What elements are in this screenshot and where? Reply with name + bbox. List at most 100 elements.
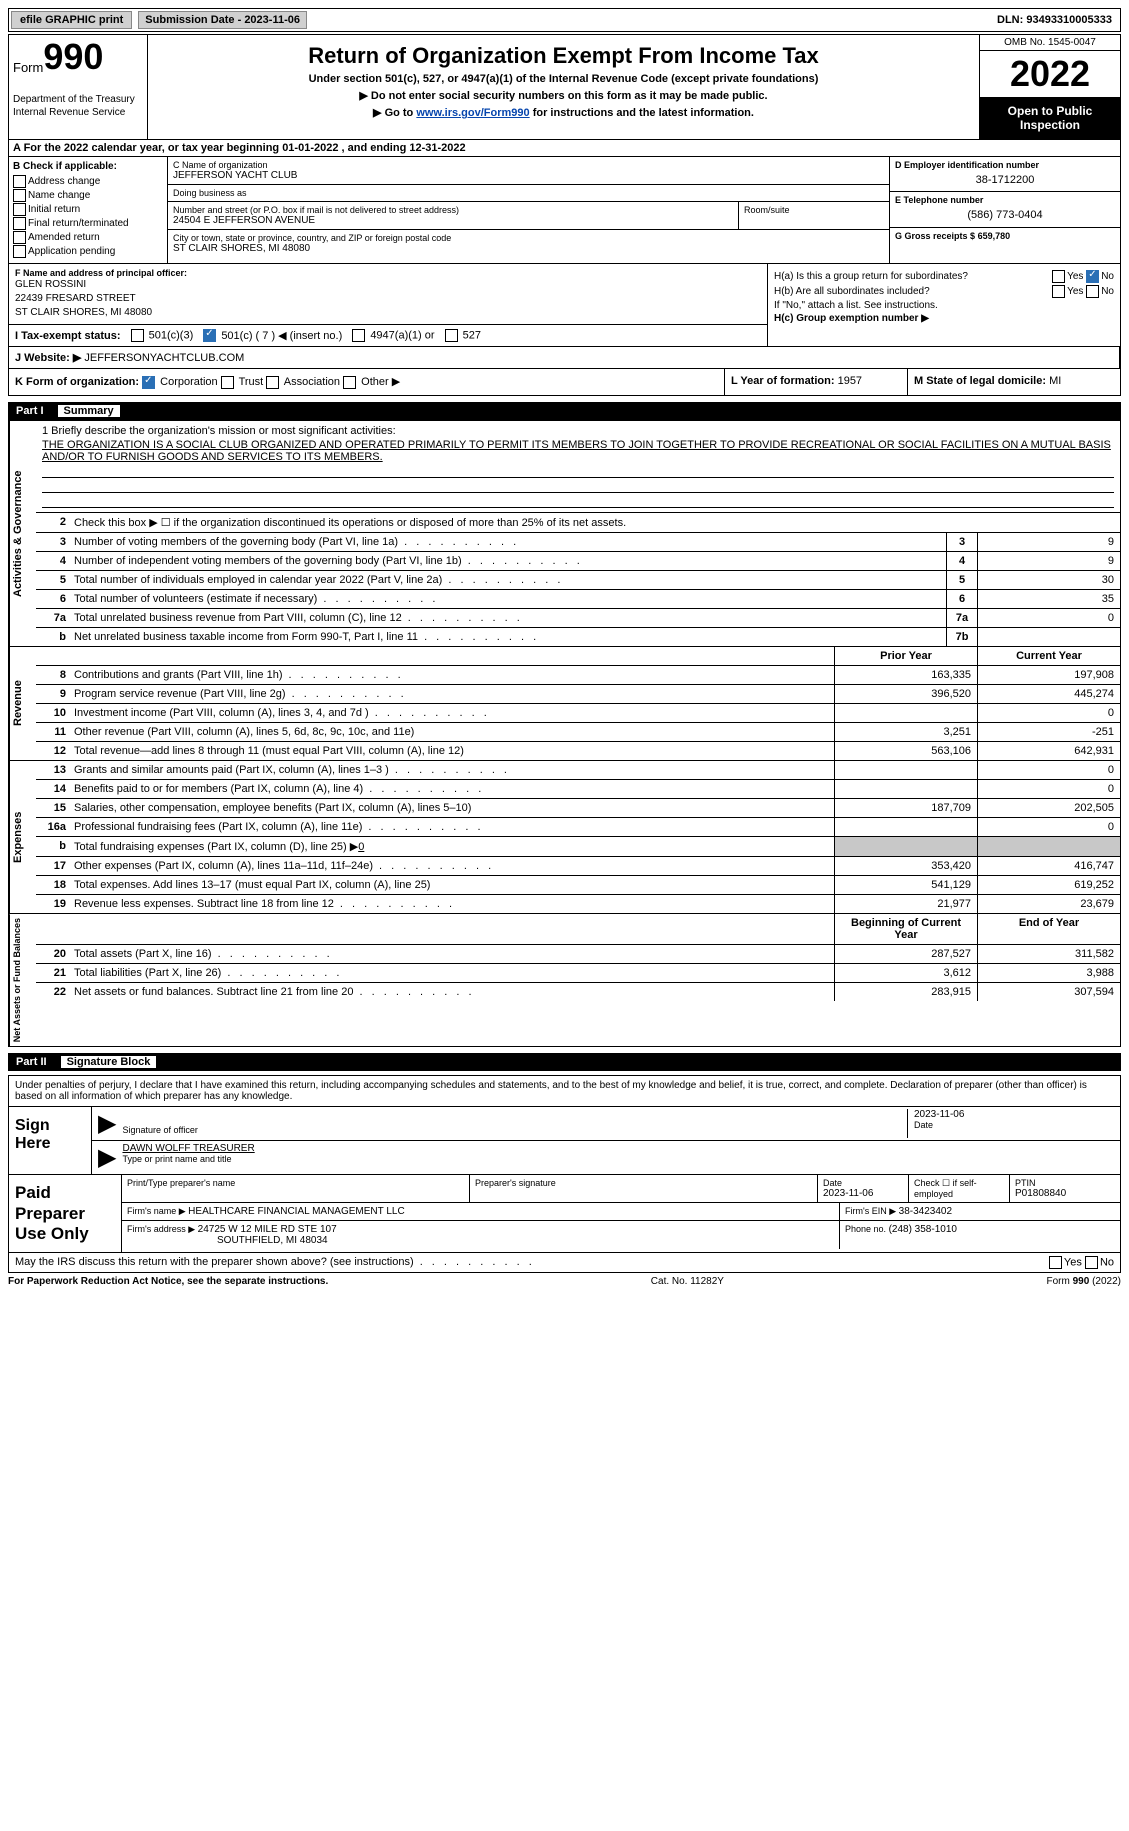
chk-amended-return[interactable]: Amended return — [13, 231, 163, 244]
org-name: JEFFERSON YACHT CLUB — [173, 170, 884, 181]
firm-ein-label: Firm's EIN ▶ — [845, 1206, 896, 1216]
irs-link[interactable]: www.irs.gov/Form990 — [416, 107, 529, 119]
chk-4947[interactable]: 4947(a)(1) or — [352, 329, 434, 342]
val-5: 30 — [977, 571, 1120, 589]
line-22: Net assets or fund balances. Subtract li… — [70, 983, 834, 1001]
submission-date: Submission Date - 2023-11-06 — [138, 11, 307, 29]
prep-date-label: Date — [823, 1178, 842, 1188]
discuss-yesno[interactable]: Yes No — [1049, 1256, 1114, 1269]
sidelabel-netassets: Net Assets or Fund Balances — [9, 914, 36, 1046]
line-7a: Total unrelated business revenue from Pa… — [70, 609, 946, 627]
prep-name-label: Print/Type preparer's name — [127, 1178, 235, 1188]
form-subtitle-2: ▶ Do not enter social security numbers o… — [156, 89, 971, 102]
gross-receipts-value: 659,780 — [978, 231, 1011, 241]
officer-print-name: DAWN WOLFF TREASURER — [122, 1143, 254, 1154]
line-7b: Net unrelated business taxable income fr… — [70, 628, 946, 646]
col-h-group: H(a) Is this a group return for subordin… — [768, 264, 1120, 347]
chk-address-change[interactable]: Address change — [13, 175, 163, 188]
city-label: City or town, state or province, country… — [173, 233, 884, 243]
line-5: Total number of individuals employed in … — [70, 571, 946, 589]
block-f-h: F Name and address of principal officer:… — [8, 264, 1121, 347]
chk-trust[interactable]: Trust — [221, 376, 264, 388]
firm-name: HEALTHCARE FINANCIAL MANAGEMENT LLC — [188, 1206, 405, 1217]
form-title: Return of Organization Exempt From Incom… — [156, 43, 971, 69]
ha-yesno[interactable]: Yes No — [1052, 270, 1114, 283]
col-b-checkboxes: B Check if applicable: Address change Na… — [9, 157, 168, 263]
col-current-year: Current Year — [977, 647, 1120, 665]
efile-print-button[interactable]: efile GRAPHIC print — [11, 11, 132, 29]
dln-label: DLN: 93493310005333 — [997, 14, 1118, 26]
top-toolbar: efile GRAPHIC print Submission Date - 20… — [8, 8, 1121, 32]
chk-final-return[interactable]: Final return/terminated — [13, 217, 163, 230]
open-to-public-badge: Open to Public Inspection — [980, 98, 1120, 139]
line-10: Investment income (Part VIII, column (A)… — [70, 704, 834, 722]
officer-addr2: ST CLAIR SHORES, MI 48080 — [15, 306, 761, 320]
dba-label: Doing business as — [173, 188, 884, 198]
ein-value: 38-1712200 — [895, 174, 1115, 186]
footer-right: Form 990 (2022) — [1047, 1276, 1121, 1287]
hb-yesno[interactable]: Yes No — [1052, 285, 1114, 298]
chk-name-change[interactable]: Name change — [13, 189, 163, 202]
row-a-tax-year: A For the 2022 calendar year, or tax yea… — [8, 140, 1121, 157]
state-domicile-label: M State of legal domicile: — [914, 375, 1046, 387]
hb-label: H(b) Are all subordinates included? — [774, 286, 1052, 297]
val-6: 35 — [977, 590, 1120, 608]
paid-preparer-block: Paid Preparer Use Only Print/Type prepar… — [8, 1175, 1121, 1253]
sign-here-label: Sign Here — [9, 1107, 92, 1174]
hc-label: H(c) Group exemption number ▶ — [774, 313, 1114, 324]
department-label: Department of the Treasury Internal Reve… — [13, 93, 143, 119]
signature-block: Under penalties of perjury, I declare th… — [8, 1075, 1121, 1175]
form-number: 990 — [43, 39, 103, 75]
chk-application-pending[interactable]: Application pending — [13, 245, 163, 258]
val-3: 9 — [977, 533, 1120, 551]
phone-value: (586) 773-0404 — [895, 209, 1115, 221]
street-value: 24504 E JEFFERSON AVENUE — [173, 215, 733, 226]
line-17: Other expenses (Part IX, column (A), lin… — [70, 857, 834, 875]
tax-year: 2022 — [980, 51, 1120, 98]
gross-receipts-label: G Gross receipts $ 659,780 — [895, 231, 1115, 241]
chk-other[interactable]: Other ▶ — [343, 376, 400, 388]
form-subtitle-1: Under section 501(c), 527, or 4947(a)(1)… — [156, 73, 971, 85]
row-klm: K Form of organization: Corporation Trus… — [8, 369, 1121, 396]
val-7a: 0 — [977, 609, 1120, 627]
col-d-ein-phone: D Employer identification number 38-1712… — [889, 157, 1120, 263]
prep-sig-label: Preparer's signature — [475, 1178, 556, 1188]
officer-addr1: 22439 FRESARD STREET — [15, 292, 761, 306]
name-arrow-icon: ▶ — [98, 1143, 116, 1172]
chk-association[interactable]: Association — [266, 376, 340, 388]
prep-selfemp-label[interactable]: Check ☐ if self-employed — [914, 1178, 977, 1199]
line-16a: Professional fundraising fees (Part IX, … — [70, 818, 834, 836]
firm-addr1: 24725 W 12 MILE RD STE 107 — [198, 1224, 337, 1235]
ein-label: D Employer identification number — [895, 160, 1115, 170]
ptin-label: PTIN — [1015, 1178, 1036, 1188]
chk-corporation[interactable]: Corporation — [142, 376, 218, 388]
line-6: Total number of volunteers (estimate if … — [70, 590, 946, 608]
officer-name: GLEN ROSSINI — [15, 278, 761, 292]
part-ii-header: Part II Signature Block — [8, 1053, 1121, 1071]
line-8: Contributions and grants (Part VIII, lin… — [70, 666, 834, 684]
firm-addr-label: Firm's address ▶ — [127, 1224, 195, 1234]
block-bcd: B Check if applicable: Address change Na… — [8, 157, 1121, 264]
form-word: Form — [13, 60, 43, 75]
chk-501c[interactable]: 501(c) ( 7 ) ◀ (insert no.) — [203, 329, 342, 343]
phone-label: E Telephone number — [895, 195, 1115, 205]
footer-mid: Cat. No. 11282Y — [651, 1276, 724, 1287]
form-of-org-label: K Form of organization: — [15, 376, 139, 388]
org-name-label: C Name of organization — [173, 160, 884, 170]
year-formation-value: 1957 — [838, 375, 862, 387]
section-revenue: Revenue Prior YearCurrent Year 8Contribu… — [8, 647, 1121, 761]
officer-label: F Name and address of principal officer: — [15, 268, 761, 278]
firm-name-label: Firm's name ▶ — [127, 1206, 186, 1216]
chk-527[interactable]: 527 — [445, 329, 481, 342]
col-end: End of Year — [977, 914, 1120, 944]
chk-501c3[interactable]: 501(c)(3) — [131, 329, 194, 342]
tax-exempt-label: I Tax-exempt status: — [15, 330, 121, 342]
footer-left: For Paperwork Reduction Act Notice, see … — [8, 1276, 328, 1287]
val-7b — [977, 628, 1120, 646]
signature-arrow-icon: ▶ — [98, 1109, 116, 1138]
print-name-label: Type or print name and title — [122, 1154, 231, 1164]
firm-ein: 38-3423402 — [899, 1206, 952, 1217]
firm-addr2: SOUTHFIELD, MI 48034 — [217, 1235, 328, 1246]
chk-initial-return[interactable]: Initial return — [13, 203, 163, 216]
website-value: JEFFERSONYACHTCLUB.COM — [84, 352, 244, 364]
